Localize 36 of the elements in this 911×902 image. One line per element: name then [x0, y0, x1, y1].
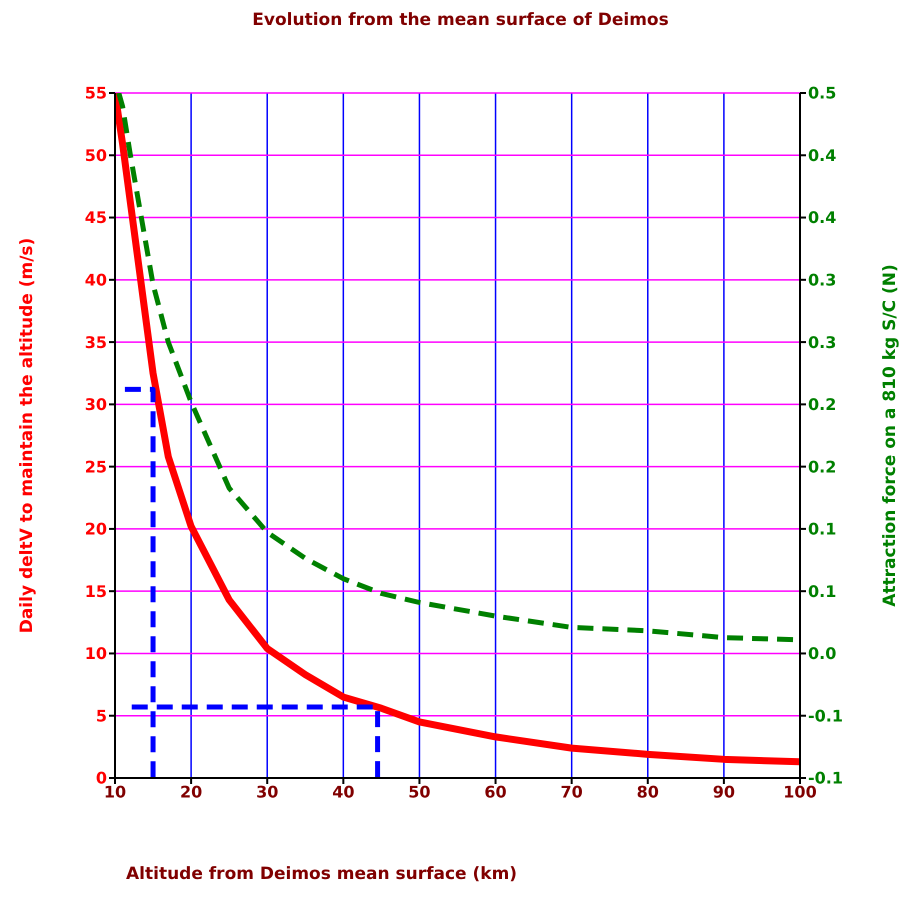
- chart-title: Evolution from the mean surface of Deimos: [251, 10, 670, 30]
- y-tick-label: 55: [84, 84, 107, 103]
- y2-tick-label: 0.2: [808, 395, 836, 414]
- y-tick-label: 25: [84, 457, 107, 476]
- y-axis-title: Daily deltV to maintain the altitude (m/s): [17, 238, 38, 634]
- y2-tick-label: -0.1: [808, 706, 843, 726]
- y-tick-label: 0: [96, 768, 107, 788]
- x-tick-label: 30: [256, 782, 278, 802]
- x-axis-title: Altitude from Deimos mean surface (km): [126, 864, 518, 884]
- x-tick-label: 40: [332, 782, 354, 802]
- y-tick-label: 45: [84, 208, 107, 228]
- y-tick-label: 40: [84, 270, 107, 290]
- y-tick-label: 15: [84, 582, 107, 601]
- y2-tick-label: 0.3: [808, 270, 836, 290]
- y-tick-label: 5: [96, 706, 107, 726]
- y2-tick-label: 0.1: [808, 582, 836, 601]
- y2-tick-label: 0.5: [808, 84, 836, 103]
- x-tick-label: 100: [783, 782, 817, 802]
- x-tick-label: 90: [712, 782, 736, 802]
- x-tick-label: 70: [560, 782, 583, 802]
- y-tick-label: 35: [84, 332, 107, 352]
- y2-tick-label: 0.4: [808, 146, 836, 165]
- x-tick-label: 50: [408, 782, 431, 802]
- y2-tick-label: 0.0: [808, 644, 836, 664]
- y2-tick-label: 0.1: [808, 520, 836, 539]
- y-tick-label: 50: [84, 146, 107, 165]
- y-tick-label: 10: [84, 644, 107, 664]
- y2-tick-label: 0.2: [808, 457, 836, 476]
- x-tick-label: 60: [484, 782, 507, 802]
- x-tick-label: 80: [636, 782, 659, 802]
- x-tick-label: 20: [180, 782, 202, 802]
- y2-tick-label: 0.4: [808, 208, 836, 228]
- y-tick-label: 30: [84, 395, 107, 414]
- y2-tick-label: 0.3: [808, 332, 836, 352]
- y-tick-label: 20: [84, 520, 107, 539]
- y2-axis-title: Attraction force on a 810 kg S/C (N): [880, 264, 900, 607]
